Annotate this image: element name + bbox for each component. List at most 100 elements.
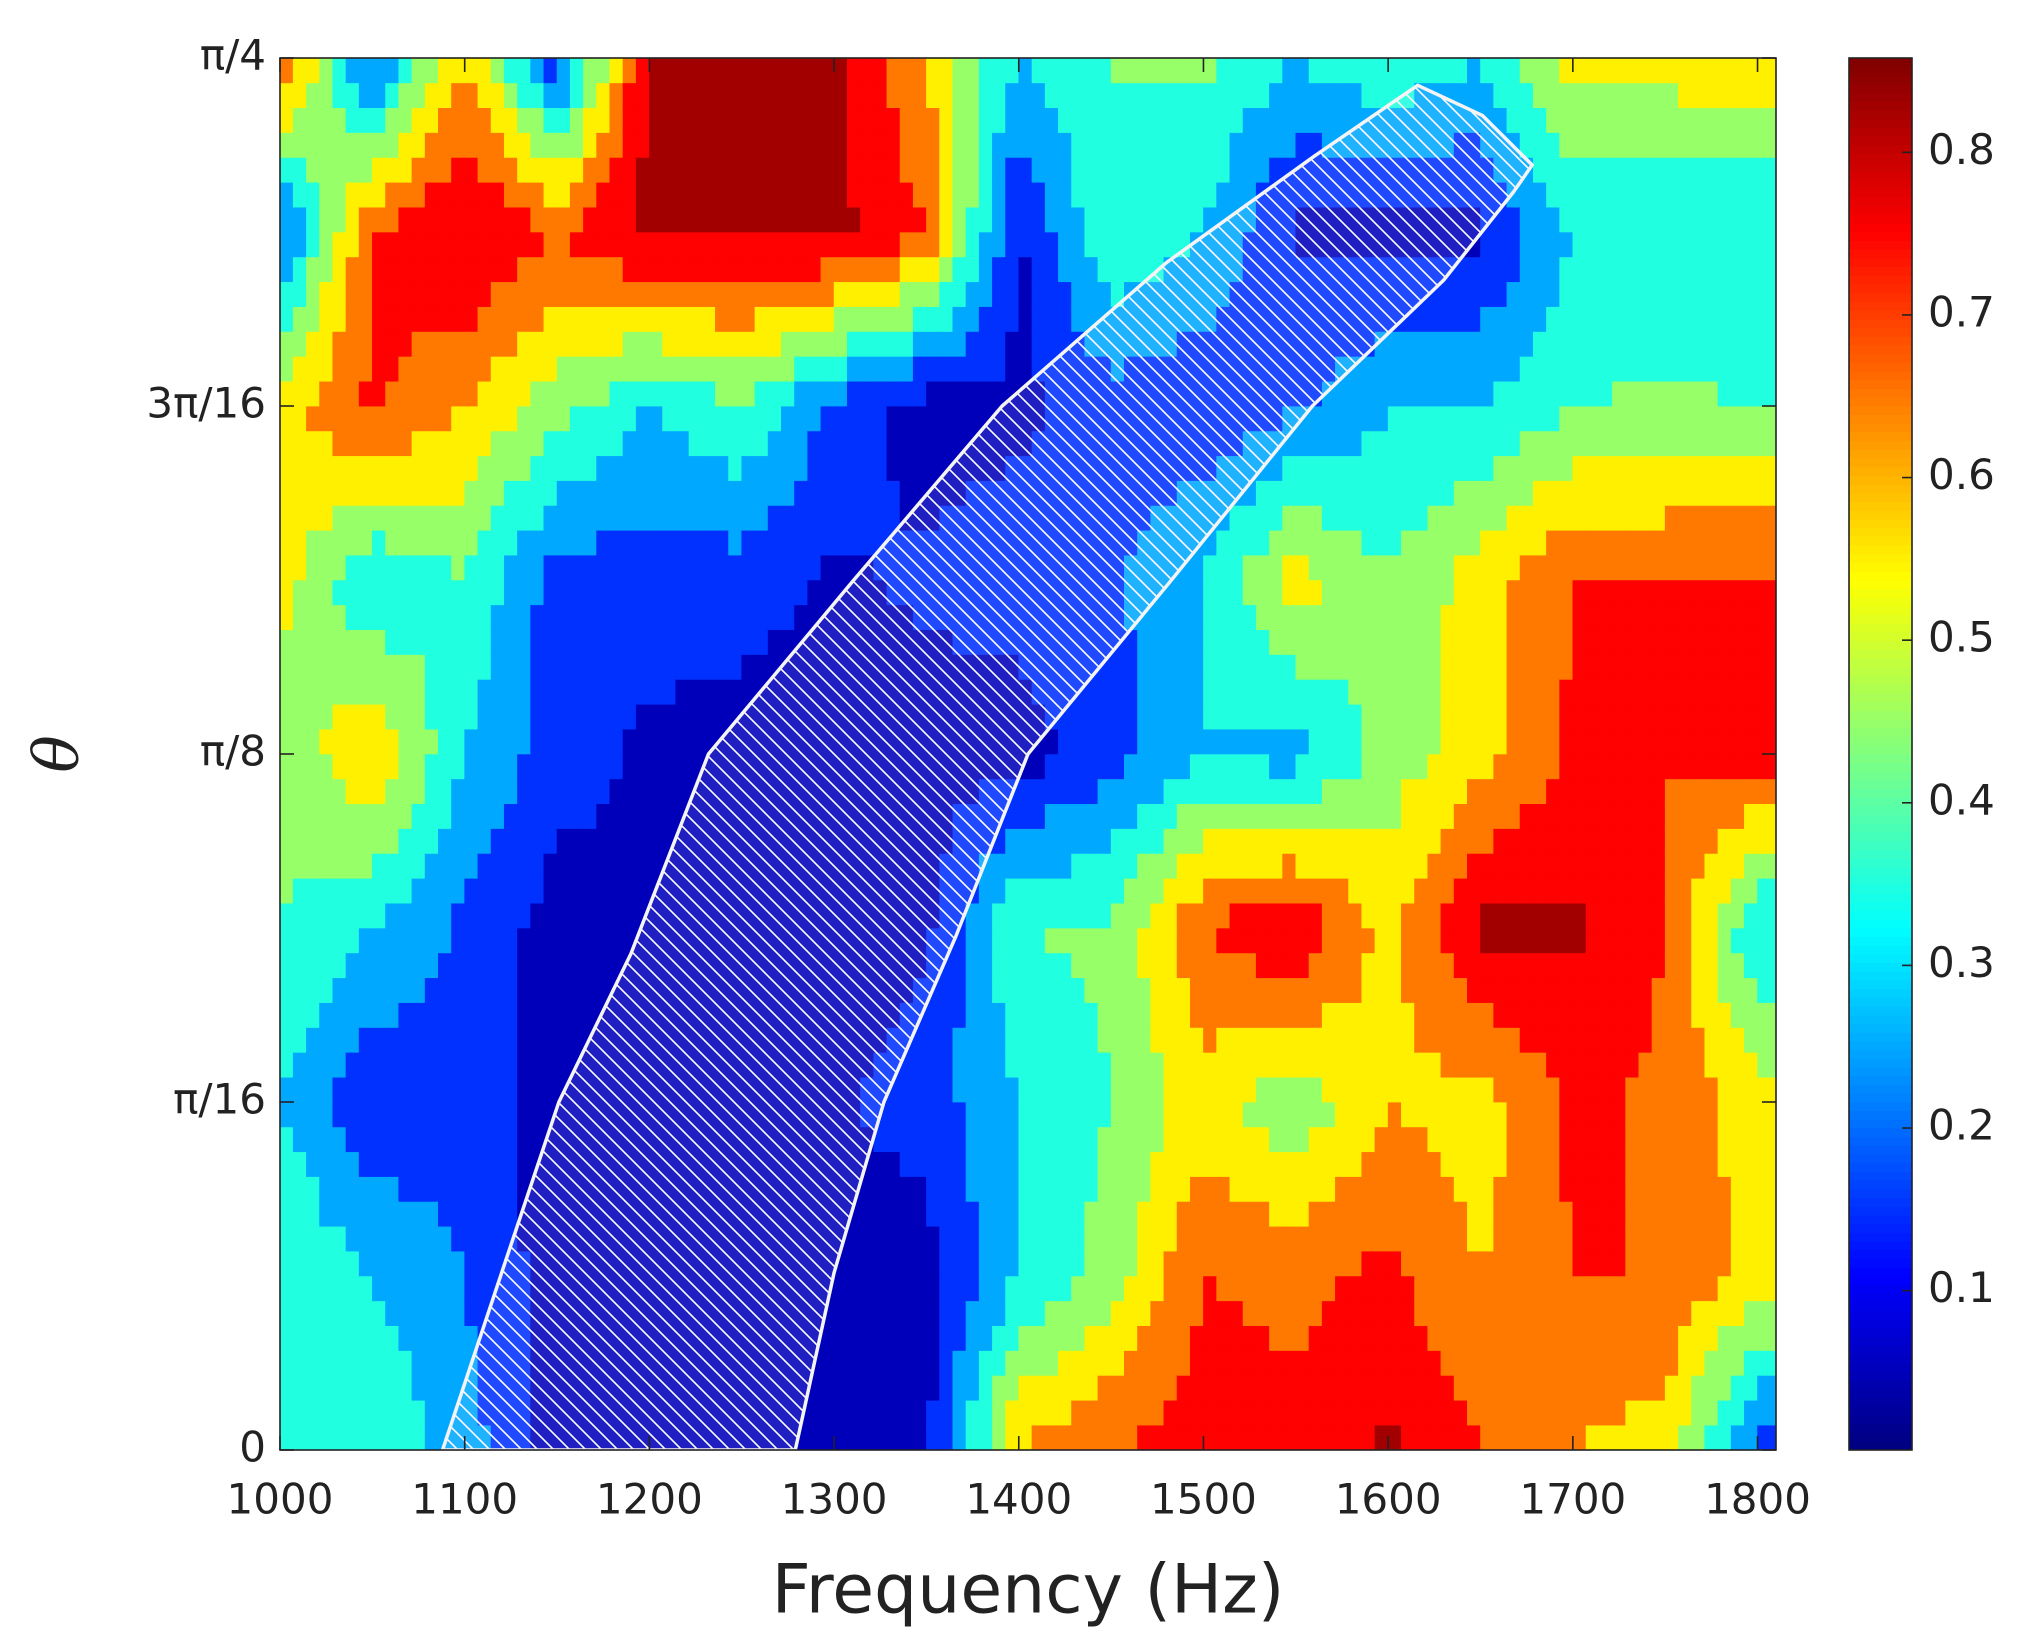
contour-cell — [556, 927, 571, 954]
contour-cell — [1664, 1052, 1679, 1078]
contour-cell — [1678, 1151, 1692, 1177]
contour-cell — [1572, 1002, 1587, 1028]
contour-cell — [1467, 1002, 1481, 1028]
contour-cell — [583, 703, 597, 730]
contour-cell — [1744, 753, 1758, 780]
contour-cell — [398, 629, 413, 655]
contour-cell — [411, 1052, 426, 1078]
contour-cell — [860, 480, 874, 506]
contour-cell — [280, 1250, 294, 1277]
contour-cell — [926, 1176, 940, 1202]
contour-cell — [1348, 1002, 1363, 1028]
contour-cell — [332, 1424, 347, 1450]
contour-cell — [609, 306, 624, 332]
contour-cell — [1625, 629, 1640, 655]
contour-cell — [1321, 629, 1336, 655]
contour-cell — [1572, 679, 1587, 705]
contour-cell — [1321, 728, 1336, 755]
contour-cell — [807, 480, 822, 506]
contour-cell — [345, 1076, 360, 1103]
contour-cell — [477, 753, 492, 780]
contour-cell — [688, 405, 703, 432]
contour-cell — [701, 480, 716, 506]
contour-cell — [952, 952, 967, 979]
contour-cell — [1414, 1176, 1429, 1202]
contour-cell — [1044, 1424, 1059, 1450]
contour-cell — [926, 1350, 940, 1376]
contour-cell — [1216, 1027, 1231, 1053]
contour-cell — [952, 1201, 967, 1227]
contour-cell — [1348, 1325, 1363, 1351]
contour-cell — [1176, 1126, 1191, 1153]
contour-cell — [952, 1002, 967, 1028]
contour-cell — [1585, 728, 1600, 755]
contour-cell — [517, 529, 531, 556]
contour-cell — [873, 1399, 888, 1426]
contour-cell — [438, 1151, 452, 1177]
contour-cell — [280, 579, 294, 606]
contour-cell — [767, 554, 782, 581]
contour-cell — [1269, 579, 1283, 606]
contour-cell — [306, 1375, 320, 1401]
contour-cell — [583, 629, 597, 655]
contour-cell — [1519, 1027, 1534, 1053]
contour-cell — [1664, 679, 1679, 705]
contour-cell — [1203, 878, 1217, 904]
contour-cell — [1176, 654, 1191, 680]
contour-cell — [358, 1375, 373, 1401]
contour-cell — [1374, 977, 1389, 1003]
contour-cell — [1137, 878, 1151, 904]
contour-cell — [556, 952, 571, 979]
contour-cell — [1651, 977, 1666, 1003]
contour-cell — [385, 1225, 400, 1252]
contour-cell — [1374, 1300, 1389, 1326]
contour-cell — [1427, 430, 1442, 457]
contour-cell — [952, 1250, 967, 1277]
contour-cell — [358, 1275, 373, 1302]
contour-cell — [1005, 1350, 1020, 1376]
contour-cell — [1163, 902, 1178, 929]
contour-cell — [1744, 455, 1758, 481]
contour-cell — [1110, 878, 1125, 904]
contour-cell — [1110, 803, 1125, 829]
contour-cell — [1176, 604, 1191, 630]
contour-cell — [1625, 1027, 1640, 1053]
contour-cell — [1282, 1250, 1297, 1277]
contour-cell — [1255, 1275, 1270, 1302]
contour-cell — [345, 529, 360, 556]
contour-cell — [332, 1002, 347, 1028]
contour-cell — [1295, 604, 1310, 630]
contour-cell — [1255, 579, 1270, 606]
contour-cell — [1282, 1275, 1297, 1302]
contour-cell — [1467, 1350, 1481, 1376]
contour-cell — [1730, 778, 1745, 805]
contour-cell — [1651, 1151, 1666, 1177]
contour-cell — [1585, 480, 1600, 506]
contour-cell — [1532, 1275, 1547, 1302]
contour-cell — [1229, 1126, 1244, 1153]
contour-cell — [1453, 654, 1468, 680]
contour-cell — [1216, 1225, 1231, 1252]
contour-cell — [1110, 1201, 1125, 1227]
contour-cell — [424, 679, 439, 705]
contour-cell — [1361, 604, 1376, 630]
contour-cell — [1242, 654, 1257, 680]
contour-cell — [503, 579, 518, 606]
contour-cell — [1348, 529, 1363, 556]
contour-cell — [1717, 405, 1732, 432]
contour-cell — [741, 455, 756, 481]
contour-cell — [1440, 1375, 1455, 1401]
contour-cell — [622, 902, 637, 929]
contour-cell — [781, 455, 795, 481]
contour-cell — [622, 853, 637, 879]
contour-cell — [292, 604, 307, 630]
contour-cell — [411, 356, 426, 382]
contour-cell — [398, 878, 413, 904]
contour-cell — [345, 1250, 360, 1277]
contour-cell — [1269, 1101, 1283, 1128]
contour-cell — [1559, 1325, 1574, 1351]
contour-cell — [503, 853, 518, 879]
contour-cell — [1625, 604, 1640, 630]
contour-cell — [319, 753, 334, 780]
contour-cell — [438, 1325, 452, 1351]
